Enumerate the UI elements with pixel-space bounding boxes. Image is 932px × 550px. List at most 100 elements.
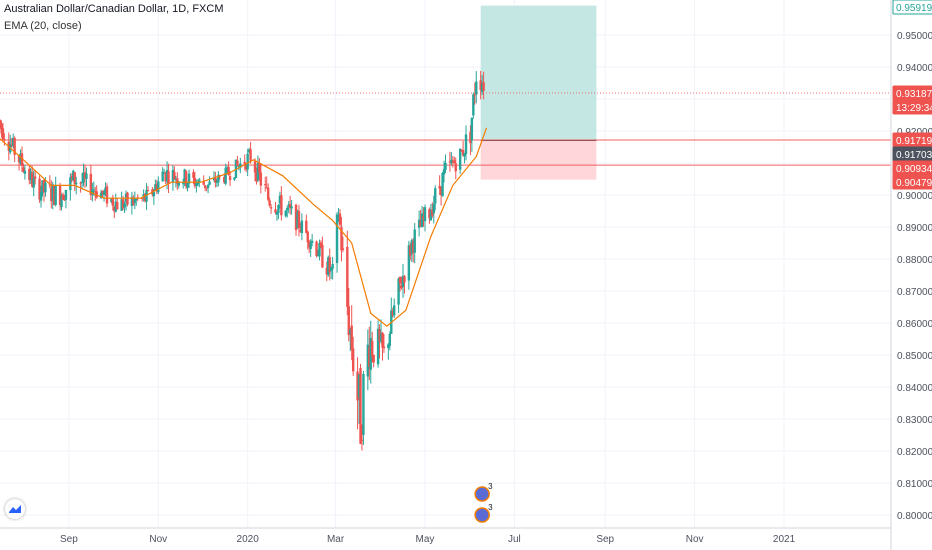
candle-body (53, 185, 56, 206)
candle-body (482, 82, 485, 91)
candle-body (111, 198, 115, 206)
candle-body (480, 84, 484, 92)
price-tick-label: 0.95000 (897, 31, 932, 42)
candle-body (215, 181, 219, 183)
price-tick-label: 0.84000 (897, 383, 932, 394)
tradingview-logo-icon[interactable] (5, 499, 25, 519)
candle-body (73, 172, 76, 185)
candle-body (42, 179, 46, 193)
price-label-countdown: 13:29:34 (892, 99, 932, 115)
candle-body (29, 171, 32, 181)
time-tick-label: 2021 (773, 534, 796, 545)
event-marker-icon[interactable]: 3 (474, 503, 493, 523)
indicator-legend[interactable]: EMA (20, close) (4, 20, 82, 32)
candle-body (290, 206, 293, 209)
candles (0, 70, 485, 451)
price-label-text: 0.93187 (896, 89, 932, 100)
candle-body (19, 153, 22, 164)
chart-title: Australian Dollar/Canadian Dollar, 1D, F… (4, 3, 224, 15)
candle-body (442, 169, 446, 175)
candle-body (133, 198, 137, 203)
candle-body (372, 355, 375, 363)
candle-body (315, 241, 318, 256)
candle-body (438, 185, 441, 189)
price-label-bg (892, 99, 932, 115)
price-tick-label: 0.90000 (897, 191, 932, 202)
candle-body (121, 199, 125, 209)
candle-body (146, 190, 150, 192)
candle-body (223, 176, 226, 183)
candle-body (450, 159, 453, 164)
time-tick-label: Nov (686, 534, 704, 545)
candle-body (401, 275, 405, 287)
candle-body (63, 199, 66, 201)
candle-body (387, 344, 390, 349)
candle-body (206, 184, 210, 188)
candle-body (237, 166, 241, 168)
candle-body (328, 257, 331, 273)
candle-body (255, 170, 258, 182)
candle-body (165, 169, 169, 182)
candle-body (369, 338, 372, 370)
candle-body (101, 190, 104, 194)
candle-body (398, 276, 402, 284)
candle-body (287, 204, 290, 208)
candle-body (110, 198, 113, 202)
candle-body (17, 155, 21, 163)
price-label-stop: 0.90479 (892, 174, 932, 190)
candle-body (371, 340, 374, 357)
candle-body (243, 161, 246, 165)
target-zone (480, 5, 597, 141)
price-tick-label: 0.82000 (897, 447, 932, 458)
time-tick-label: Mar (327, 534, 345, 545)
candle-body (114, 201, 117, 212)
candle-body (61, 194, 65, 200)
candle-body (306, 231, 309, 243)
candle-body (277, 204, 280, 213)
candle-body (227, 167, 230, 176)
event-marker-icon[interactable]: 3 (474, 482, 493, 502)
candle-body (161, 171, 164, 182)
candle-body (94, 191, 97, 193)
candle-body (349, 329, 352, 334)
candle-body (13, 137, 16, 155)
candle-body (453, 160, 456, 163)
candle-body (22, 167, 25, 173)
price-tick-label: 0.87000 (897, 287, 932, 298)
candle-body (417, 219, 421, 228)
candle-body (174, 178, 178, 180)
candle-body (412, 240, 415, 253)
candle-body (359, 368, 362, 444)
candle-body (376, 328, 380, 365)
candle-body (429, 211, 433, 221)
candle-body (356, 371, 359, 401)
price-label-text: 0.90479 (896, 178, 932, 189)
candle-body (32, 178, 35, 188)
candle-body (33, 176, 37, 179)
candle-body (177, 182, 180, 186)
candle-body (316, 255, 320, 257)
candle-body (410, 240, 413, 254)
candle-body (382, 346, 386, 349)
candle-body (95, 191, 98, 198)
candle-body (397, 278, 400, 305)
candle-body (351, 348, 355, 372)
candle-body (469, 131, 472, 144)
candle-body (275, 212, 279, 215)
candle-body (428, 209, 431, 219)
candle-body (85, 173, 88, 179)
candle-body (391, 311, 394, 316)
candle-body (419, 221, 422, 227)
candle-body (305, 220, 308, 233)
candle-body (50, 187, 53, 202)
candle-body (31, 172, 34, 187)
price-tick-label: 0.94000 (897, 63, 932, 74)
candle-body (171, 170, 175, 183)
price-label-text: 13:29:34 (896, 103, 932, 114)
candle-body (448, 161, 452, 163)
candle-body (28, 168, 31, 180)
price-label-text: 0.91719 (896, 136, 932, 147)
candle-body (208, 181, 211, 185)
price-label-line: 0.90934 (892, 160, 932, 176)
